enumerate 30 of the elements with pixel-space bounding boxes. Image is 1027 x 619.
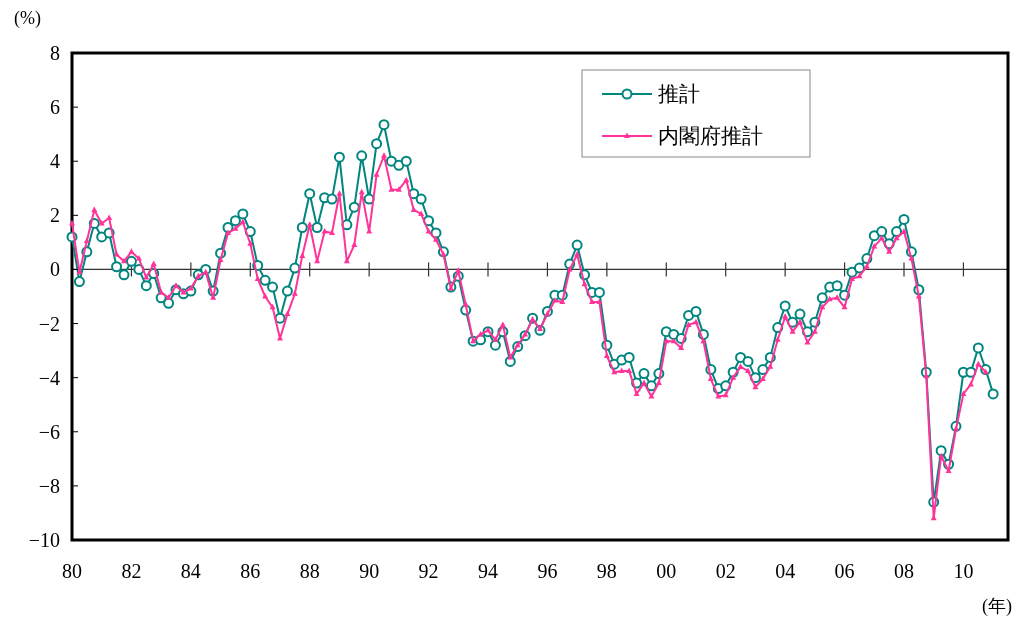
x-tick-label: 06 [834,560,855,582]
x-axis-title: (年) [982,596,1012,617]
x-tick-label: 86 [240,560,261,582]
legend-label: 推計 [658,82,700,107]
x-tick-label: 10 [953,560,974,582]
y-axis-title: (%) [14,8,41,29]
x-tick-label: 84 [180,560,201,582]
x-tick-label: 80 [62,560,82,582]
x-tick-label: 82 [121,560,142,582]
y-tick-label: 8 [50,42,60,64]
y-tick-label: −10 [28,529,60,551]
x-tick-label: 96 [537,560,558,582]
y-tick-label: −6 [38,420,60,443]
y-tick-label: −8 [38,474,60,497]
legend-label: 内閣府推計 [658,124,763,149]
x-tick-label: 92 [418,560,439,582]
x-tick-label: 02 [715,560,736,582]
x-tick-label: 94 [478,560,498,582]
x-tick-label: 88 [299,560,320,582]
y-tick-label: 6 [50,96,60,119]
x-tick-label: 98 [596,560,617,582]
y-tick-label: −4 [38,366,60,389]
y-tick-label: −2 [38,312,60,335]
x-tick-label: 08 [894,560,914,582]
y-tick-label: 0 [50,258,60,281]
x-tick-label: 90 [359,560,380,582]
x-tick-label: 04 [775,560,796,582]
x-tick-label: 00 [656,560,677,582]
y-tick-label: 4 [50,150,60,173]
y-tick-label: 2 [50,204,60,227]
